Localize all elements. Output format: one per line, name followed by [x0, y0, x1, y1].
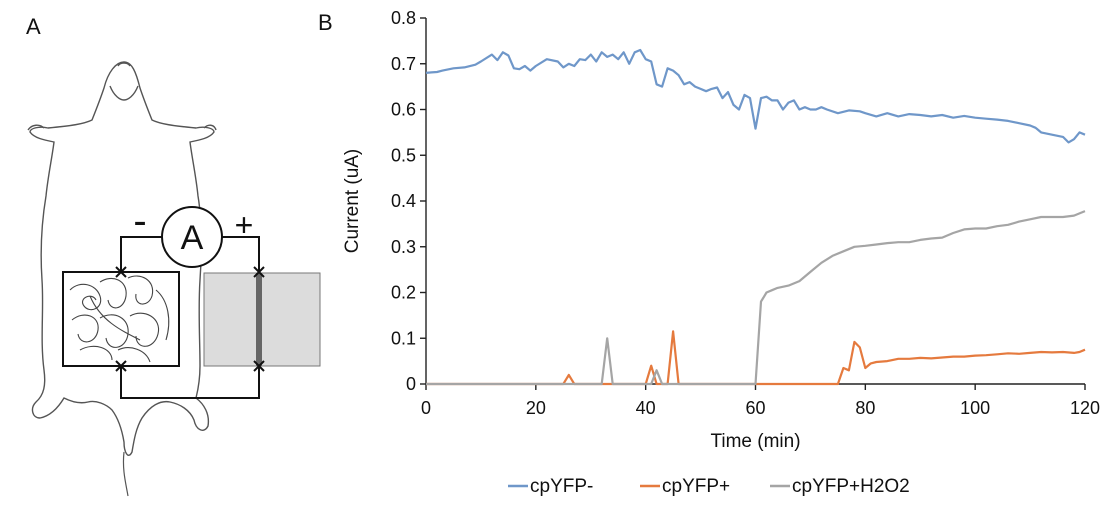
- mouse-circuit-diagram: [27, 61, 217, 497]
- series-line-cpyfp: [426, 330, 1086, 386]
- legend-label-cpyfp: cpYFP+: [662, 476, 730, 497]
- legend: cpYFP-cpYFP+ cpYFP+H2O2: [508, 476, 910, 497]
- ammeter-label: A: [181, 219, 204, 257]
- x-tick-label: 100: [960, 398, 990, 418]
- x-tick-label: 60: [745, 398, 765, 418]
- x-axis-ticks: 0 20 40 60 80 100 120: [421, 384, 1100, 418]
- y-axis-title: Current (uA): [342, 149, 363, 254]
- cathode-electrode: [256, 273, 262, 366]
- series-line-cpyfp: [425, 48, 1086, 144]
- y-tick-label: 0.8: [391, 8, 416, 28]
- legend-label-cpyfp: cpYFP-: [530, 476, 593, 497]
- series-lines: [425, 48, 1086, 386]
- intestine-electrode-frame: [62, 271, 180, 367]
- panel-label-a: A: [26, 14, 41, 39]
- mouse-left-foot: [27, 124, 45, 131]
- y-tick-label: 0.5: [391, 145, 416, 165]
- y-tick-label: 0: [406, 374, 416, 394]
- current-time-chart: 0 0.1 0.2 0.3 0.4 0.5 0.6 0.7 0.8 0 20 40 60 80 100 12…: [342, 8, 1100, 497]
- x-tick-label: 0: [421, 398, 431, 418]
- y-tick-label: 0.6: [391, 100, 416, 120]
- mouse-tail: [122, 451, 129, 497]
- y-tick-label: 0.2: [391, 283, 416, 303]
- y-tick-label: 0.7: [391, 54, 416, 74]
- electrode-contact-marks: [115, 266, 265, 372]
- legend-label-cpyfp-h2o2: cpYFP+H2O2: [792, 476, 910, 497]
- minus-terminal-label: -: [133, 199, 146, 243]
- x-tick-label: 80: [855, 398, 875, 418]
- ammeter-circle: [161, 206, 223, 268]
- panel-label-b: B: [318, 10, 333, 35]
- plus-terminal-label: +: [235, 207, 254, 243]
- x-tick-label: 40: [636, 398, 656, 418]
- y-axis-ticks: 0 0.1 0.2 0.3 0.4 0.5 0.6 0.7 0.8: [391, 8, 426, 394]
- y-tick-label: 0.1: [391, 328, 416, 348]
- x-axis-title: Time (min): [710, 431, 800, 452]
- circuit-wires: [120, 236, 260, 399]
- mouse-right-foot: [203, 124, 217, 131]
- mouse-body-outline: [29, 61, 215, 456]
- mouse-head-detail: [109, 85, 139, 101]
- y-tick-label: 0.3: [391, 237, 416, 257]
- series-line-cpyfp-h2o2: [426, 210, 1086, 386]
- y-tick-label: 0.4: [391, 191, 416, 211]
- mouse-snout: [117, 62, 131, 67]
- x-tick-label: 20: [526, 398, 546, 418]
- intestine-drawing: [69, 275, 170, 363]
- x-tick-label: 120: [1070, 398, 1100, 418]
